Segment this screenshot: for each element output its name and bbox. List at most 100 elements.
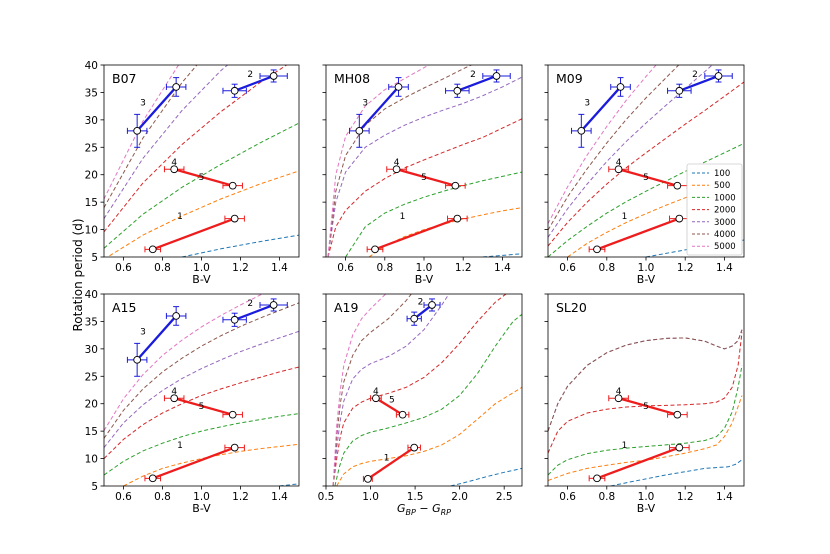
series-1000 (334, 313, 522, 486)
data-point (667, 410, 688, 419)
link-1 (152, 446, 236, 480)
x-axis-label: B-V (637, 502, 656, 515)
series-100 (181, 234, 299, 257)
pair-label: 4 (373, 387, 379, 397)
x-axis-label: B-V (192, 273, 211, 286)
pair-links (136, 74, 275, 251)
pair-label: 3 (140, 98, 146, 108)
y-tick-label: 35 (85, 316, 98, 328)
point-marker (228, 181, 237, 190)
plot-frame (547, 293, 745, 487)
series-5000 (104, 294, 264, 431)
panel-a19: 1 5 2 4 0.5 1.0 1.5 2.0 2.5 A19 GBP − GRP (318, 293, 523, 517)
panel-sl20: 1 5 4 0.6 0.8 1.0 1.2 1.4 SL20 B-V (544, 293, 745, 515)
pair-label: 3 (140, 327, 146, 337)
x-tick-label: 0.6 (559, 262, 576, 274)
pair-label: 2 (247, 299, 253, 309)
pair-label: 4 (171, 387, 177, 397)
point-marker (453, 214, 462, 223)
pair-label: 1 (177, 441, 183, 451)
series-3000 (548, 65, 713, 238)
point-marker (673, 181, 682, 190)
point-marker (364, 475, 372, 483)
legend-label: 100 (714, 169, 730, 179)
point-marker (675, 86, 684, 95)
point-marker (451, 181, 460, 190)
point-marker (228, 410, 237, 419)
point-marker (394, 83, 403, 91)
pair-label: 4 (171, 158, 177, 168)
data-point (610, 77, 631, 97)
data-point (349, 113, 370, 148)
pair-label: 1 (622, 441, 628, 451)
point-marker (577, 126, 586, 135)
data-points (588, 394, 690, 483)
x-axis-label: B-V (192, 502, 211, 515)
legend-entry-100: 100 (692, 169, 730, 179)
point-marker (355, 126, 364, 135)
panel-title: SL20 (556, 300, 587, 315)
series-500 (336, 386, 522, 486)
y-tick-label: 10 (85, 454, 98, 466)
point-marker (170, 394, 179, 403)
x-tick-label: 0.6 (337, 262, 354, 274)
y-axis-label: Rotation period (d) (71, 218, 85, 331)
series-500 (548, 395, 743, 481)
link-3 (358, 86, 400, 132)
x-tick-label: 1.4 (271, 262, 288, 274)
x-tick-label: 0.8 (376, 262, 393, 274)
model-curves (332, 294, 522, 486)
pair-links (136, 303, 275, 480)
pair-label: 2 (470, 70, 476, 80)
pair-label: 5 (389, 395, 395, 405)
series-4000 (548, 329, 743, 432)
x-axis-label: B-V (415, 273, 434, 286)
point-marker (371, 245, 379, 254)
x-tick-label: 1.4 (716, 262, 733, 274)
legend-entry-3000: 3000 (692, 218, 736, 228)
point-marker (673, 410, 682, 419)
legend-label: 3000 (714, 218, 736, 228)
link-3 (136, 86, 178, 132)
plot-frame (325, 64, 523, 258)
point-marker (269, 72, 278, 80)
data-point (224, 214, 245, 223)
x-tick-label: 1.5 (407, 491, 424, 503)
x-tick-label: 0.8 (598, 262, 615, 274)
link-1 (596, 217, 680, 251)
data-point (224, 443, 245, 452)
data-point (588, 245, 606, 254)
data-point (163, 165, 185, 174)
link-1 (367, 446, 415, 480)
data-point (395, 410, 410, 419)
data-points (571, 69, 733, 254)
point-marker (675, 443, 684, 452)
series-2000 (104, 366, 299, 459)
link-2 (678, 74, 719, 92)
point-marker (714, 72, 723, 80)
panel-title: B07 (112, 71, 136, 86)
series-3000 (104, 65, 229, 219)
plot-frame (103, 293, 300, 487)
data-point (423, 298, 441, 312)
y-tick-label: 15 (85, 197, 98, 209)
point-marker (230, 315, 239, 324)
x-tick-label: 1.0 (638, 262, 655, 274)
plot-frame (103, 64, 300, 258)
series-4000 (104, 65, 198, 208)
series-2000 (332, 294, 507, 486)
x-tick-label: 2.5 (496, 491, 513, 503)
data-point (126, 342, 148, 377)
x-tick-label: 1.0 (638, 491, 655, 503)
x-tick-label: 1.2 (232, 491, 249, 503)
point-marker (148, 245, 157, 254)
link-1 (374, 217, 458, 251)
point-marker (410, 314, 419, 323)
x-tick-label: 1.0 (416, 262, 433, 274)
data-point (482, 69, 511, 83)
y-tick-label: 30 (85, 344, 98, 356)
legend-box (686, 163, 743, 256)
point-marker (269, 301, 278, 309)
pair-label: 4 (394, 158, 400, 168)
